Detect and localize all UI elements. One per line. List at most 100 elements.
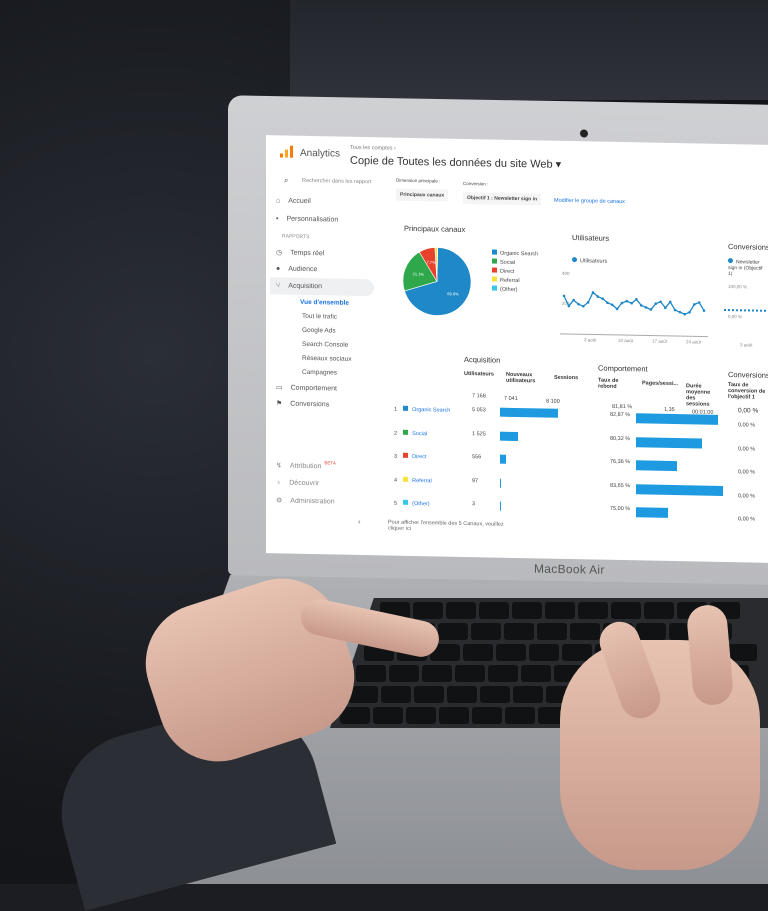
row-users: 5 053	[472, 407, 486, 414]
data-point[interactable]	[567, 304, 571, 308]
data-point[interactable]	[649, 308, 653, 311]
beta-badge: BETA	[324, 459, 336, 466]
channel-link[interactable]: Organic Search	[412, 406, 451, 414]
conv-chart-title: Conversions	[728, 242, 768, 252]
total-bounce: 81,81 %	[612, 403, 633, 411]
sidebar-item-administration[interactable]: ⚙ Administration	[276, 497, 335, 505]
conversions-table-title: Conversions	[728, 370, 768, 380]
data-point[interactable]	[683, 312, 686, 316]
col-header-bounce[interactable]: Taux de rebond	[598, 377, 619, 390]
lightbulb-icon: ♁	[276, 479, 282, 487]
data-point[interactable]	[664, 306, 667, 310]
keyboard-key	[463, 644, 493, 661]
keyboard-key	[480, 686, 510, 703]
sidebar-item-audience[interactable]: ● Audience	[276, 265, 318, 274]
search-input[interactable]: Rechercher dans les rapport	[302, 177, 372, 186]
row-bounce: 80,32 %	[610, 435, 631, 442]
data-point[interactable]	[688, 311, 691, 314]
table-row[interactable]: 5 (Other)	[394, 499, 430, 508]
sidebar-item-decouvrir[interactable]: ♁ Découvrir	[276, 479, 320, 488]
data-point[interactable]	[606, 301, 609, 305]
sidebar-item-accueil[interactable]: ⌂ Accueil	[276, 197, 311, 206]
channel-swatch	[402, 405, 408, 411]
sidebar-sub-google-ads[interactable]: Google Ads	[302, 326, 336, 335]
sidebar-sub-reseaux-sociaux[interactable]: Réseaux sociaux	[302, 354, 352, 363]
keyboard-key	[455, 665, 485, 682]
pie-slice[interactable]	[402, 251, 438, 292]
keyboard-key	[413, 602, 443, 619]
row-conv: 0,00 %	[738, 422, 756, 429]
col-header-pages[interactable]: Pages/sessi...	[642, 380, 679, 388]
sidebar-sub-search-console[interactable]: Search Console	[302, 340, 349, 349]
channel-link[interactable]: Social	[412, 430, 428, 437]
data-point[interactable]	[673, 308, 677, 312]
collapse-chevron-icon[interactable]: ‹	[358, 516, 361, 526]
col-header-conv-rate[interactable]: Taux de conversion de l'objectif 1	[728, 382, 766, 401]
x-axis: 3 août 10 août 17 août 24 août	[560, 337, 710, 348]
table-row[interactable]: 4 Referral	[394, 476, 432, 484]
sidebar-item-acquisition[interactable]: ⑂ Acquisition	[276, 282, 323, 291]
channel-link[interactable]: (Other)	[412, 500, 430, 508]
data-point[interactable]	[668, 300, 672, 304]
breadcrumb[interactable]: Tous les comptes ›	[350, 144, 396, 152]
row-bounce: 75,00 %	[610, 505, 631, 513]
data-point[interactable]	[577, 302, 580, 306]
data-point[interactable]	[659, 300, 662, 304]
data-point[interactable]	[635, 297, 638, 301]
pie-slice[interactable]	[436, 247, 438, 282]
col-header-duration[interactable]: Durée moyenne des sessions	[686, 383, 711, 408]
footer-note[interactable]: Pour afficher l'ensemble des 5 Canaux, v…	[388, 519, 504, 532]
data-point[interactable]	[639, 304, 643, 307]
dimension-select[interactable]: Principaux canaux	[396, 188, 449, 202]
sidebar-item-attribution[interactable]: ↯ Attribution BETA	[276, 459, 336, 470]
data-point[interactable]	[644, 306, 648, 309]
data-point[interactable]	[582, 304, 585, 308]
total-pages: 1,35	[664, 406, 675, 414]
sidebar-sub-campagnes[interactable]: Campagnes	[302, 368, 338, 377]
sidebar-sub-tout-le-trafic[interactable]: Tout le trafic	[302, 312, 338, 321]
keyboard-key	[389, 665, 419, 682]
data-point[interactable]	[693, 303, 696, 306]
col-header-new-users[interactable]: Nouveaux utilisateurs	[506, 371, 536, 385]
data-point[interactable]	[562, 294, 566, 298]
pie-legend: Organic Search Social Direct Referral (Other…	[492, 249, 538, 296]
data-point[interactable]	[678, 310, 682, 314]
data-point[interactable]	[654, 302, 658, 305]
x-axis-line	[560, 333, 708, 338]
conversion-select[interactable]: Objectif 1 : Newsletter sign in	[463, 191, 542, 206]
sidebar-item-temps-reel[interactable]: ◷ Temps réel	[276, 249, 325, 257]
sidebar-item-conversions[interactable]: ⚑ Conversions	[276, 400, 330, 408]
table-row[interactable]: 1 Organic Search	[394, 405, 451, 414]
property-title[interactable]: Copie de Toutes les données du site Web …	[350, 154, 562, 171]
channel-link[interactable]: Direct	[412, 453, 427, 461]
sidebar-item-comportement[interactable]: ▭ Comportement	[276, 384, 337, 393]
sidebar-sub-vue-ensemble[interactable]: Vue d'ensemble	[300, 298, 349, 307]
pie-slice[interactable]	[404, 247, 472, 316]
data-point[interactable]	[572, 298, 575, 302]
channel-link[interactable]: Referral	[412, 477, 432, 484]
modify-channel-group-link[interactable]: Modifier le groupe de canaux	[554, 197, 625, 206]
data-point[interactable]	[620, 301, 624, 305]
sidebar-item-personnalisation[interactable]: ▪ Personnalisation	[276, 215, 339, 224]
data-point[interactable]	[625, 299, 629, 303]
bounce-bar	[636, 507, 668, 518]
data-point[interactable]	[702, 309, 706, 312]
col-header-sessions[interactable]: Sessions	[554, 374, 579, 382]
data-point[interactable]	[601, 297, 604, 300]
bounce-bar	[636, 413, 719, 425]
keyboard-key	[636, 623, 666, 640]
keyboard-key	[471, 623, 501, 640]
data-point[interactable]	[591, 291, 595, 294]
data-point[interactable]	[697, 301, 701, 304]
table-row[interactable]: 3 Direct	[394, 452, 427, 461]
data-point[interactable]	[610, 303, 614, 307]
data-point[interactable]	[630, 301, 633, 305]
col-header-users[interactable]: Utilisateurs	[464, 370, 494, 378]
x-tick: 10 août	[618, 337, 634, 344]
data-point[interactable]	[586, 301, 590, 304]
keyboard-key	[578, 602, 608, 619]
table-row[interactable]: 2 Social	[394, 429, 427, 437]
data-point[interactable]	[596, 295, 600, 298]
data-point[interactable]	[615, 307, 619, 311]
users-line	[563, 291, 705, 315]
